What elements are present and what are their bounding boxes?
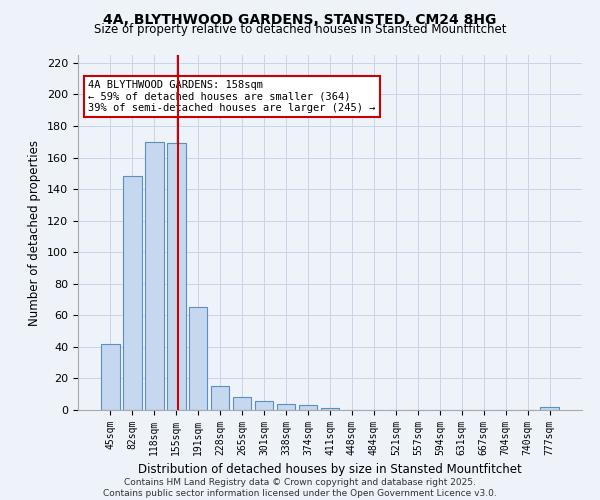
Text: 4A BLYTHWOOD GARDENS: 158sqm
← 59% of detached houses are smaller (364)
39% of s: 4A BLYTHWOOD GARDENS: 158sqm ← 59% of de… bbox=[88, 80, 376, 113]
Bar bbox=[320, 408, 340, 410]
X-axis label: Distribution of detached houses by size in Stansted Mountfitchet: Distribution of detached houses by size … bbox=[138, 464, 522, 476]
Bar bbox=[189, 308, 208, 410]
Bar bbox=[123, 176, 142, 410]
Text: Contains HM Land Registry data © Crown copyright and database right 2025.
Contai: Contains HM Land Registry data © Crown c… bbox=[103, 478, 497, 498]
Y-axis label: Number of detached properties: Number of detached properties bbox=[28, 140, 41, 326]
Bar bbox=[541, 407, 559, 410]
Bar bbox=[299, 406, 317, 410]
Bar bbox=[211, 386, 229, 410]
Bar bbox=[255, 400, 274, 410]
Bar bbox=[277, 404, 295, 410]
Bar bbox=[167, 144, 185, 410]
Text: 4A, BLYTHWOOD GARDENS, STANSTED, CM24 8HG: 4A, BLYTHWOOD GARDENS, STANSTED, CM24 8H… bbox=[103, 12, 497, 26]
Bar bbox=[101, 344, 119, 410]
Text: Size of property relative to detached houses in Stansted Mountfitchet: Size of property relative to detached ho… bbox=[94, 22, 506, 36]
Bar bbox=[233, 398, 251, 410]
Bar bbox=[145, 142, 164, 410]
